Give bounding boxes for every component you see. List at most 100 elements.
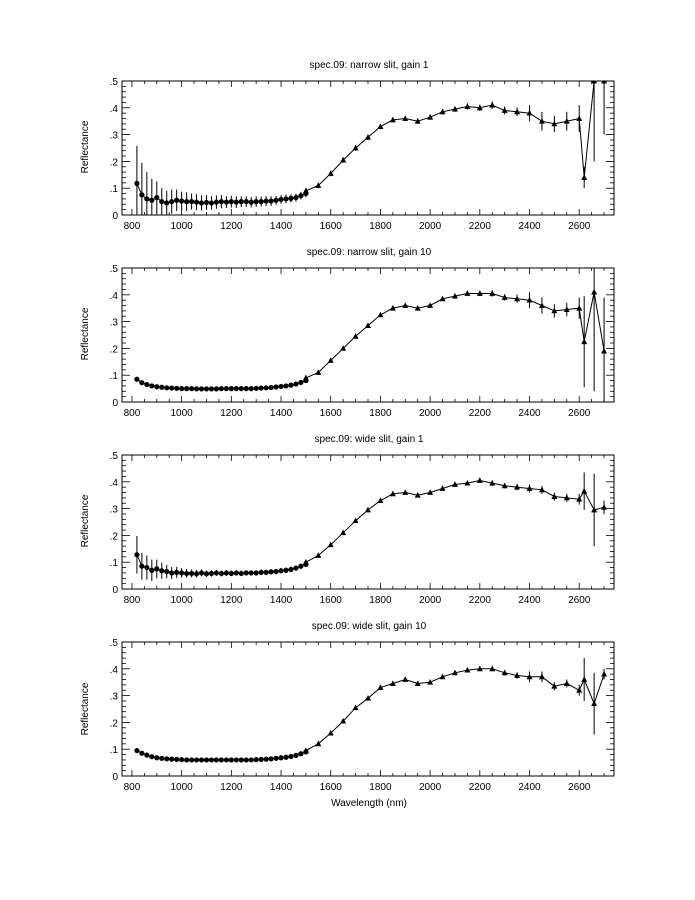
data-point (258, 199, 264, 205)
data-point (340, 717, 347, 724)
data-point (464, 479, 471, 486)
data-point (174, 197, 180, 203)
data-point (243, 386, 249, 392)
data-point (213, 199, 220, 205)
data-point (238, 199, 244, 205)
data-point (258, 569, 264, 575)
x-tick-label: 2400 (518, 595, 541, 606)
data-point (198, 570, 205, 576)
data-point (439, 673, 446, 680)
data-point (288, 382, 294, 388)
data-point (179, 198, 185, 204)
data-point (414, 118, 421, 124)
x-tick-label: 800 (124, 782, 141, 793)
data-point (551, 120, 558, 127)
data-point (243, 757, 249, 763)
y-tick-label: .5 (110, 638, 119, 649)
data-point (601, 347, 608, 354)
y-axis-label: Reflectance (80, 494, 91, 547)
data-point (591, 81, 598, 84)
panel-title: spec.09: wide slit, gain 10 (312, 621, 427, 632)
y-tick-label: 0 (112, 772, 118, 783)
data-point (248, 199, 254, 205)
x-tick-label: 2600 (568, 595, 591, 606)
data-point (223, 757, 229, 763)
x-tick-label: 1800 (369, 595, 392, 606)
data-point (298, 379, 304, 386)
data-point (402, 676, 409, 682)
y-tick-label: 0 (112, 398, 118, 409)
x-tick-label: 1200 (220, 595, 243, 606)
data-point (273, 384, 279, 390)
data-point (340, 529, 347, 536)
data-point (258, 756, 264, 762)
data-point (563, 118, 570, 124)
data-point (526, 109, 533, 116)
data-point (377, 123, 384, 129)
x-tick-label: 1200 (220, 221, 243, 232)
data-point (179, 757, 185, 763)
x-tick-label: 1400 (270, 782, 293, 793)
data-point (288, 195, 294, 201)
data-point (315, 740, 322, 747)
data-point (164, 385, 170, 391)
data-point (208, 757, 215, 763)
data-point (223, 386, 229, 392)
x-tick-label: 1800 (369, 782, 392, 793)
data-point (352, 333, 359, 339)
y-tick-label: .3 (110, 318, 119, 329)
data-point (451, 105, 458, 112)
data-point (302, 374, 309, 381)
data-point (134, 747, 140, 754)
data-point (213, 386, 220, 392)
data-point (315, 552, 322, 558)
x-tick-label: 2200 (469, 595, 492, 606)
series-line (305, 668, 605, 751)
data-point (218, 199, 224, 205)
data-point (293, 565, 299, 571)
data-point (149, 197, 155, 203)
data-point (302, 747, 309, 753)
data-point (514, 295, 521, 302)
data-point (198, 200, 205, 206)
data-point (263, 198, 269, 204)
data-point (248, 757, 254, 763)
data-point (451, 669, 458, 676)
data-point (273, 197, 279, 203)
data-point (327, 541, 334, 548)
data-point (159, 199, 165, 205)
data-point (427, 302, 434, 308)
data-point (327, 170, 334, 176)
data-point (439, 295, 446, 302)
data-point (377, 684, 384, 690)
plot-frame (121, 267, 615, 403)
data-point (464, 666, 471, 673)
data-point (489, 101, 496, 108)
data-point (377, 497, 384, 503)
data-point (581, 338, 588, 345)
data-point (184, 199, 190, 205)
data-point (427, 679, 434, 685)
x-tick-label: 1400 (270, 595, 293, 606)
data-point (501, 669, 508, 676)
data-point (538, 673, 545, 680)
y-tick-label: .2 (110, 157, 119, 168)
panel-title: spec.09: narrow slit, gain 10 (307, 247, 432, 258)
plot-data (134, 268, 608, 402)
data-point (218, 757, 224, 763)
data-point (377, 311, 384, 318)
data-point (149, 383, 155, 389)
data-point (149, 754, 155, 760)
y-tick-label: .4 (110, 104, 119, 115)
data-point (193, 386, 200, 392)
y-tick-label: .2 (110, 531, 119, 542)
data-point (159, 755, 165, 761)
data-point (263, 756, 269, 762)
data-point (538, 118, 545, 124)
x-tick-label: 2000 (419, 408, 442, 419)
data-point (268, 569, 274, 575)
data-point (184, 386, 190, 392)
data-point (184, 757, 190, 763)
data-point (365, 506, 371, 513)
